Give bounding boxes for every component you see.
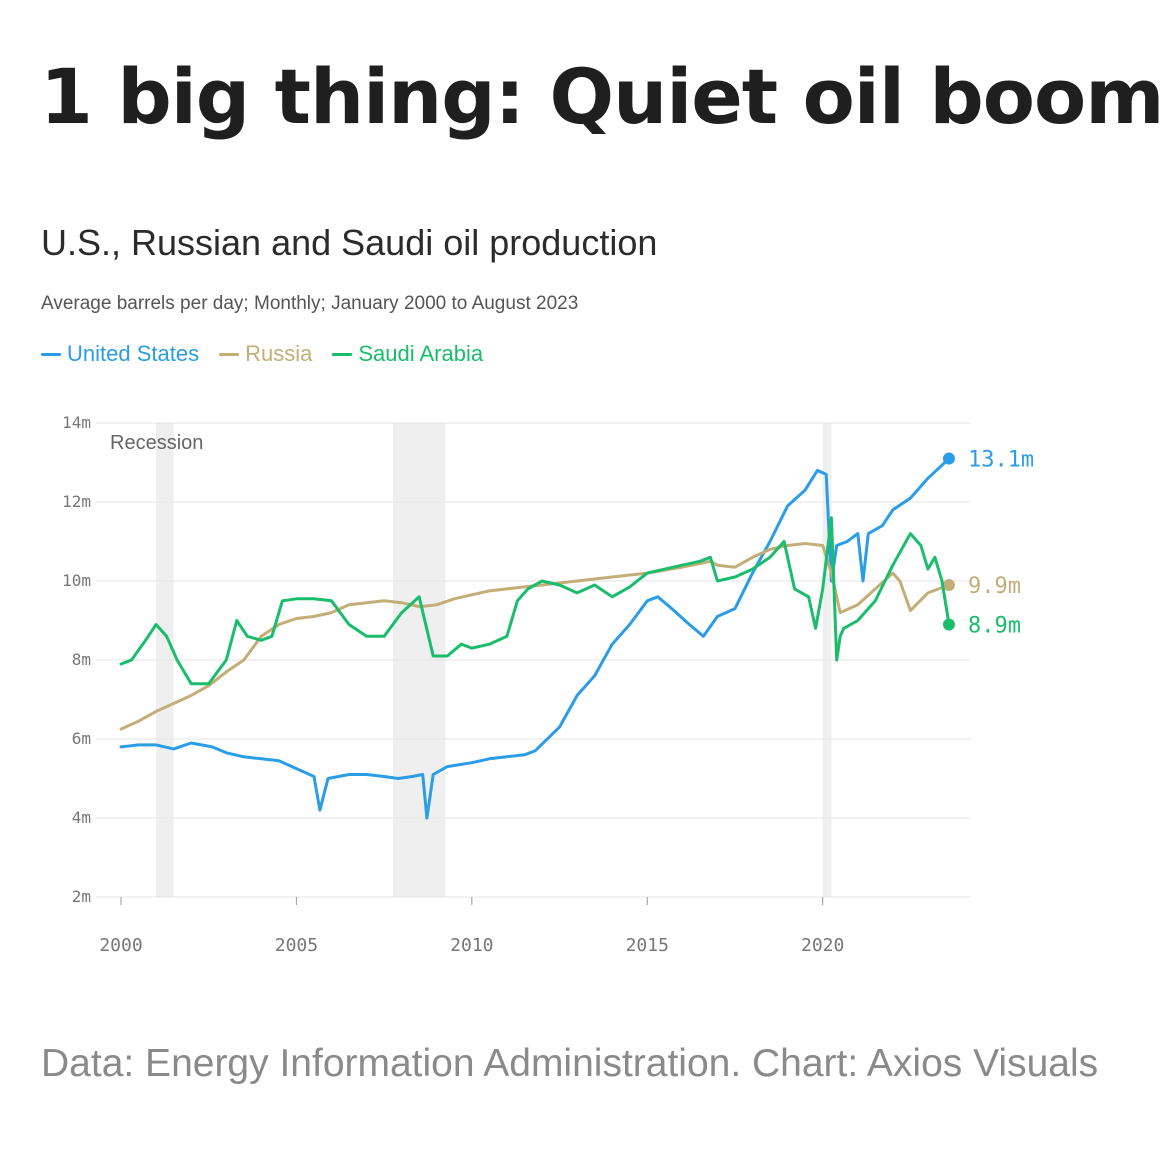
end-label-us: 13.1m xyxy=(968,448,1034,473)
legend-label-russia: Russia xyxy=(245,341,313,366)
legend-swatch-saudi-arabia xyxy=(332,352,353,356)
chart-subtitle: Average barrels per day; Monthly; Januar… xyxy=(41,293,579,314)
y-tick-label-2m: 2m xyxy=(72,887,91,906)
end-label-russia: 9.9m xyxy=(968,574,1021,599)
y-tick-label-10m: 10m xyxy=(62,571,91,590)
legend-label-saudi-arabia: Saudi Arabia xyxy=(358,341,484,366)
y-tick-label-8m: 8m xyxy=(72,650,91,669)
series-line-saudi xyxy=(119,516,951,686)
series-line-us xyxy=(119,457,951,820)
y-tick-label-4m: 4m xyxy=(72,808,91,827)
chart-legend: United States Russia Saudi Arabia xyxy=(41,341,483,367)
x-tick-label-2000: 2000 xyxy=(99,935,142,956)
legend-swatch-united-states xyxy=(41,352,61,356)
legend-item-russia: Russia xyxy=(219,341,312,367)
end-point-us xyxy=(942,452,955,465)
y-tick-label-12m: 12m xyxy=(62,492,91,511)
y-tick-label-14m: 14m xyxy=(62,413,91,432)
legend-label-united-states: United States xyxy=(67,341,200,366)
legend-item-saudi-arabia: Saudi Arabia xyxy=(332,341,483,367)
legend-swatch-russia xyxy=(219,352,240,356)
x-tick-label-2020: 2020 xyxy=(801,935,844,956)
x-tick-label-2015: 2015 xyxy=(626,935,669,956)
end-label-saudi: 8.9m xyxy=(968,613,1021,638)
series-line-russia xyxy=(119,542,951,731)
y-tick-label-6m: 6m xyxy=(72,729,91,748)
end-point-saudi xyxy=(942,618,955,631)
oil-production-chart: Recession 2m 4m 6m 8m 10m 12m 14m 2000 2005 2010 20… xyxy=(62,413,1034,956)
legend-item-united-states: United States xyxy=(41,341,199,367)
x-tick-label-2005: 2005 xyxy=(275,935,318,956)
recession-label: Recession xyxy=(110,432,203,454)
x-tick-label-2010: 2010 xyxy=(450,935,493,956)
chart-title: U.S., Russian and Saudi oil production xyxy=(41,222,658,263)
end-point-russia xyxy=(942,578,955,591)
source-credit: Data: Energy Information Administration.… xyxy=(41,1042,1099,1085)
headline: 1 big thing: Quiet oil boom xyxy=(40,52,1161,141)
